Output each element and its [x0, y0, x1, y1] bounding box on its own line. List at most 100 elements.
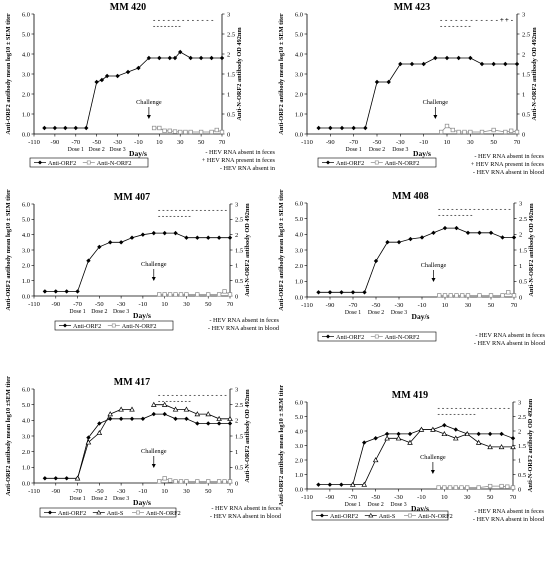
footnote: - HEV RNA absent in blood [473, 516, 545, 523]
data-point [64, 289, 69, 294]
data-point [161, 401, 168, 407]
x-tick-label: 70 [514, 139, 521, 146]
chart-title: MM 408 [392, 191, 428, 202]
dose-label: Dose 2 [369, 147, 385, 153]
rna-mark: - [464, 22, 467, 30]
rna-mark: - [167, 16, 170, 24]
x-tick-label: -70 [349, 302, 358, 309]
y-tick-label: 2.0 [295, 91, 303, 98]
rna-mark: - [450, 16, 453, 24]
x-tick-label: 50 [205, 301, 212, 308]
rna-mark: - [179, 206, 182, 214]
data-point [476, 485, 481, 490]
y-tick-label: 6.0 [295, 399, 303, 406]
y-tick-label: 2.0 [22, 263, 30, 270]
legend-entry: Anti-N-ORF2 [146, 510, 181, 517]
legend-entry: Anti-ORF2 [330, 513, 358, 520]
x-tick-label: -110 [28, 301, 40, 308]
rna-mark: - [478, 205, 481, 213]
rna-mark: - [469, 410, 472, 418]
data-point [167, 128, 172, 133]
data-point [456, 129, 461, 135]
legend-entry: Anti-N-ORF2 [385, 160, 420, 167]
data-point [454, 225, 459, 231]
rna-mark: - [216, 206, 219, 214]
rna-mark: - [162, 212, 165, 220]
y2-tick-label: 1 [519, 263, 522, 270]
chart-title: MM 423 [394, 2, 430, 13]
x-tick-label: -70 [348, 494, 357, 501]
data-point [75, 289, 80, 294]
data-point [491, 127, 496, 133]
rna-mark: - [465, 16, 468, 24]
data-point [115, 73, 120, 79]
rna-mark: - [158, 206, 161, 214]
data-point [395, 435, 402, 441]
x-tick-label: -110 [301, 494, 313, 501]
rna-mark: - [200, 206, 203, 214]
x-tick-label: -10 [134, 139, 143, 146]
data-point [206, 421, 211, 426]
x-tick-label: -90 [51, 139, 60, 146]
legend-entry: Anti-ORF2 [73, 323, 101, 330]
y2-axis-label: Anti-N-ORF2 antibody OD 492nm [236, 27, 243, 121]
challenge-label: Challenge [141, 448, 167, 455]
data-point [195, 421, 200, 426]
x-tick-label: 50 [487, 494, 494, 501]
data-point [108, 240, 113, 245]
x-tick-label: 30 [183, 488, 190, 495]
data-point [384, 435, 390, 441]
dose-label: Dose 3 [113, 496, 129, 502]
x-tick-label: -50 [373, 139, 382, 146]
rna-mark: - [496, 16, 499, 24]
legend-marker [368, 512, 374, 518]
rna-mark: - [480, 16, 483, 24]
y-tick-label: 3.0 [295, 71, 303, 78]
x-tick-label: 10 [156, 139, 163, 146]
x-tick-label: 10 [444, 139, 451, 146]
data-point [183, 406, 190, 412]
rna-mark: - [468, 404, 471, 412]
y-tick-label: 0.0 [22, 293, 30, 300]
data-point [505, 484, 510, 489]
data-point [206, 235, 211, 240]
data-point [151, 230, 156, 236]
x-tick-label: 30 [467, 139, 474, 146]
y2-tick-label: 2.5 [235, 402, 243, 409]
rna-mark: - [486, 205, 489, 213]
rna-mark: - [481, 404, 484, 412]
data-point [157, 125, 162, 131]
y2-tick-label: 1 [518, 457, 521, 464]
data-point [442, 225, 448, 231]
challenge-label: Challenge [141, 261, 167, 268]
challenge-arrowhead [430, 470, 435, 474]
y-axis-label: Anti-ORF2 antibody mean log10 ± SEM tite… [278, 385, 285, 507]
rna-mark: - [494, 404, 497, 412]
data-point [454, 293, 459, 298]
footnote: - HEV RNA absent in blood [474, 340, 546, 347]
data-point [85, 439, 92, 445]
data-point [172, 55, 178, 61]
y-tick-label: 2.0 [295, 263, 303, 270]
y-tick-label: 3.0 [22, 433, 30, 440]
data-point [503, 129, 508, 135]
legend-marker [408, 513, 412, 518]
data-point [487, 431, 493, 437]
data-point [99, 77, 105, 83]
rna-mark: - [181, 397, 184, 405]
rna-mark: - [173, 397, 176, 405]
legend-entry: Anti-S [379, 513, 396, 520]
y2-tick-label: 1 [227, 91, 230, 98]
data-point [216, 235, 222, 240]
x-tick-label: 10 [161, 301, 168, 308]
dose-label: Dose 2 [91, 496, 107, 502]
x-tick-label: -110 [301, 139, 313, 146]
data-point [188, 129, 193, 135]
data-point [118, 416, 124, 421]
x-tick-label: -30 [395, 302, 404, 309]
data-point [418, 426, 425, 432]
x-tick-label: -50 [95, 488, 104, 495]
rna-mark: - [188, 397, 191, 405]
y2-tick-label: 1.5 [522, 71, 530, 78]
